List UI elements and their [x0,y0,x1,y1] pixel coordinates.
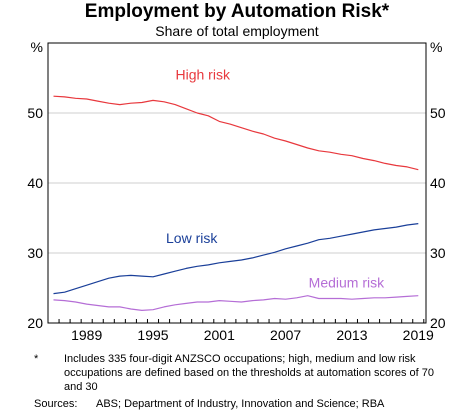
y-tick-label-left: 40 [27,175,43,191]
x-tick-label: 2001 [204,327,235,343]
y-unit-right: % [430,39,442,55]
sources: Sources: ABS; Department of Industry, In… [34,397,454,411]
series-line-low-risk [53,223,419,295]
x-tick-label: 2019 [403,327,434,343]
series-line-medium-risk [53,295,419,311]
plot-frame [47,42,427,324]
chart-subtitle: Share of total employment [155,23,319,39]
y-unit-left: % [31,39,43,55]
x-tick-label: 1995 [137,327,168,343]
series-label-low-risk: Low risk [166,230,218,246]
x-tick-label: 2013 [336,327,367,343]
series-label-high-risk: High risk [176,66,231,82]
chart-title: Employment by Automation Risk* [84,1,390,22]
y-tick-label-right: 40 [430,175,446,191]
y-tick-label-right: 50 [430,105,446,121]
y-tick-label-left: 20 [27,315,43,331]
x-tick-label: 2007 [270,327,301,343]
series-label-medium-risk: Medium risk [309,274,385,290]
series-line-high-risk [53,95,419,171]
x-tick-label: 1989 [71,327,102,343]
chart-notes: * Includes 335 four-digit ANZSCO occupat… [34,352,454,411]
y-tick-label-right: 20 [430,315,446,331]
y-tick-label-right: 30 [430,245,446,261]
footnote: * Includes 335 four-digit ANZSCO occupat… [34,352,454,394]
footnote-text: Includes 335 four-digit ANZSCO occupatio… [64,353,434,393]
y-tick-label-left: 30 [27,245,43,261]
sources-label: Sources: [34,398,78,410]
y-tick-label-left: 50 [27,105,43,121]
footnote-mark: * [34,353,39,365]
sources-text: ABS; Department of Industry, Innovation … [96,398,385,410]
